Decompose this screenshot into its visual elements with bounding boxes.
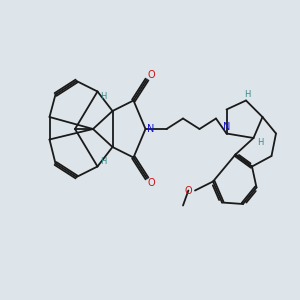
Text: H: H [100, 158, 107, 166]
Text: N: N [147, 124, 155, 134]
Text: O: O [184, 186, 192, 196]
Text: O: O [148, 70, 155, 80]
Text: O: O [148, 178, 155, 188]
Text: H: H [257, 138, 263, 147]
Text: N: N [223, 122, 230, 132]
Text: H: H [244, 90, 251, 99]
Text: H: H [100, 92, 107, 101]
